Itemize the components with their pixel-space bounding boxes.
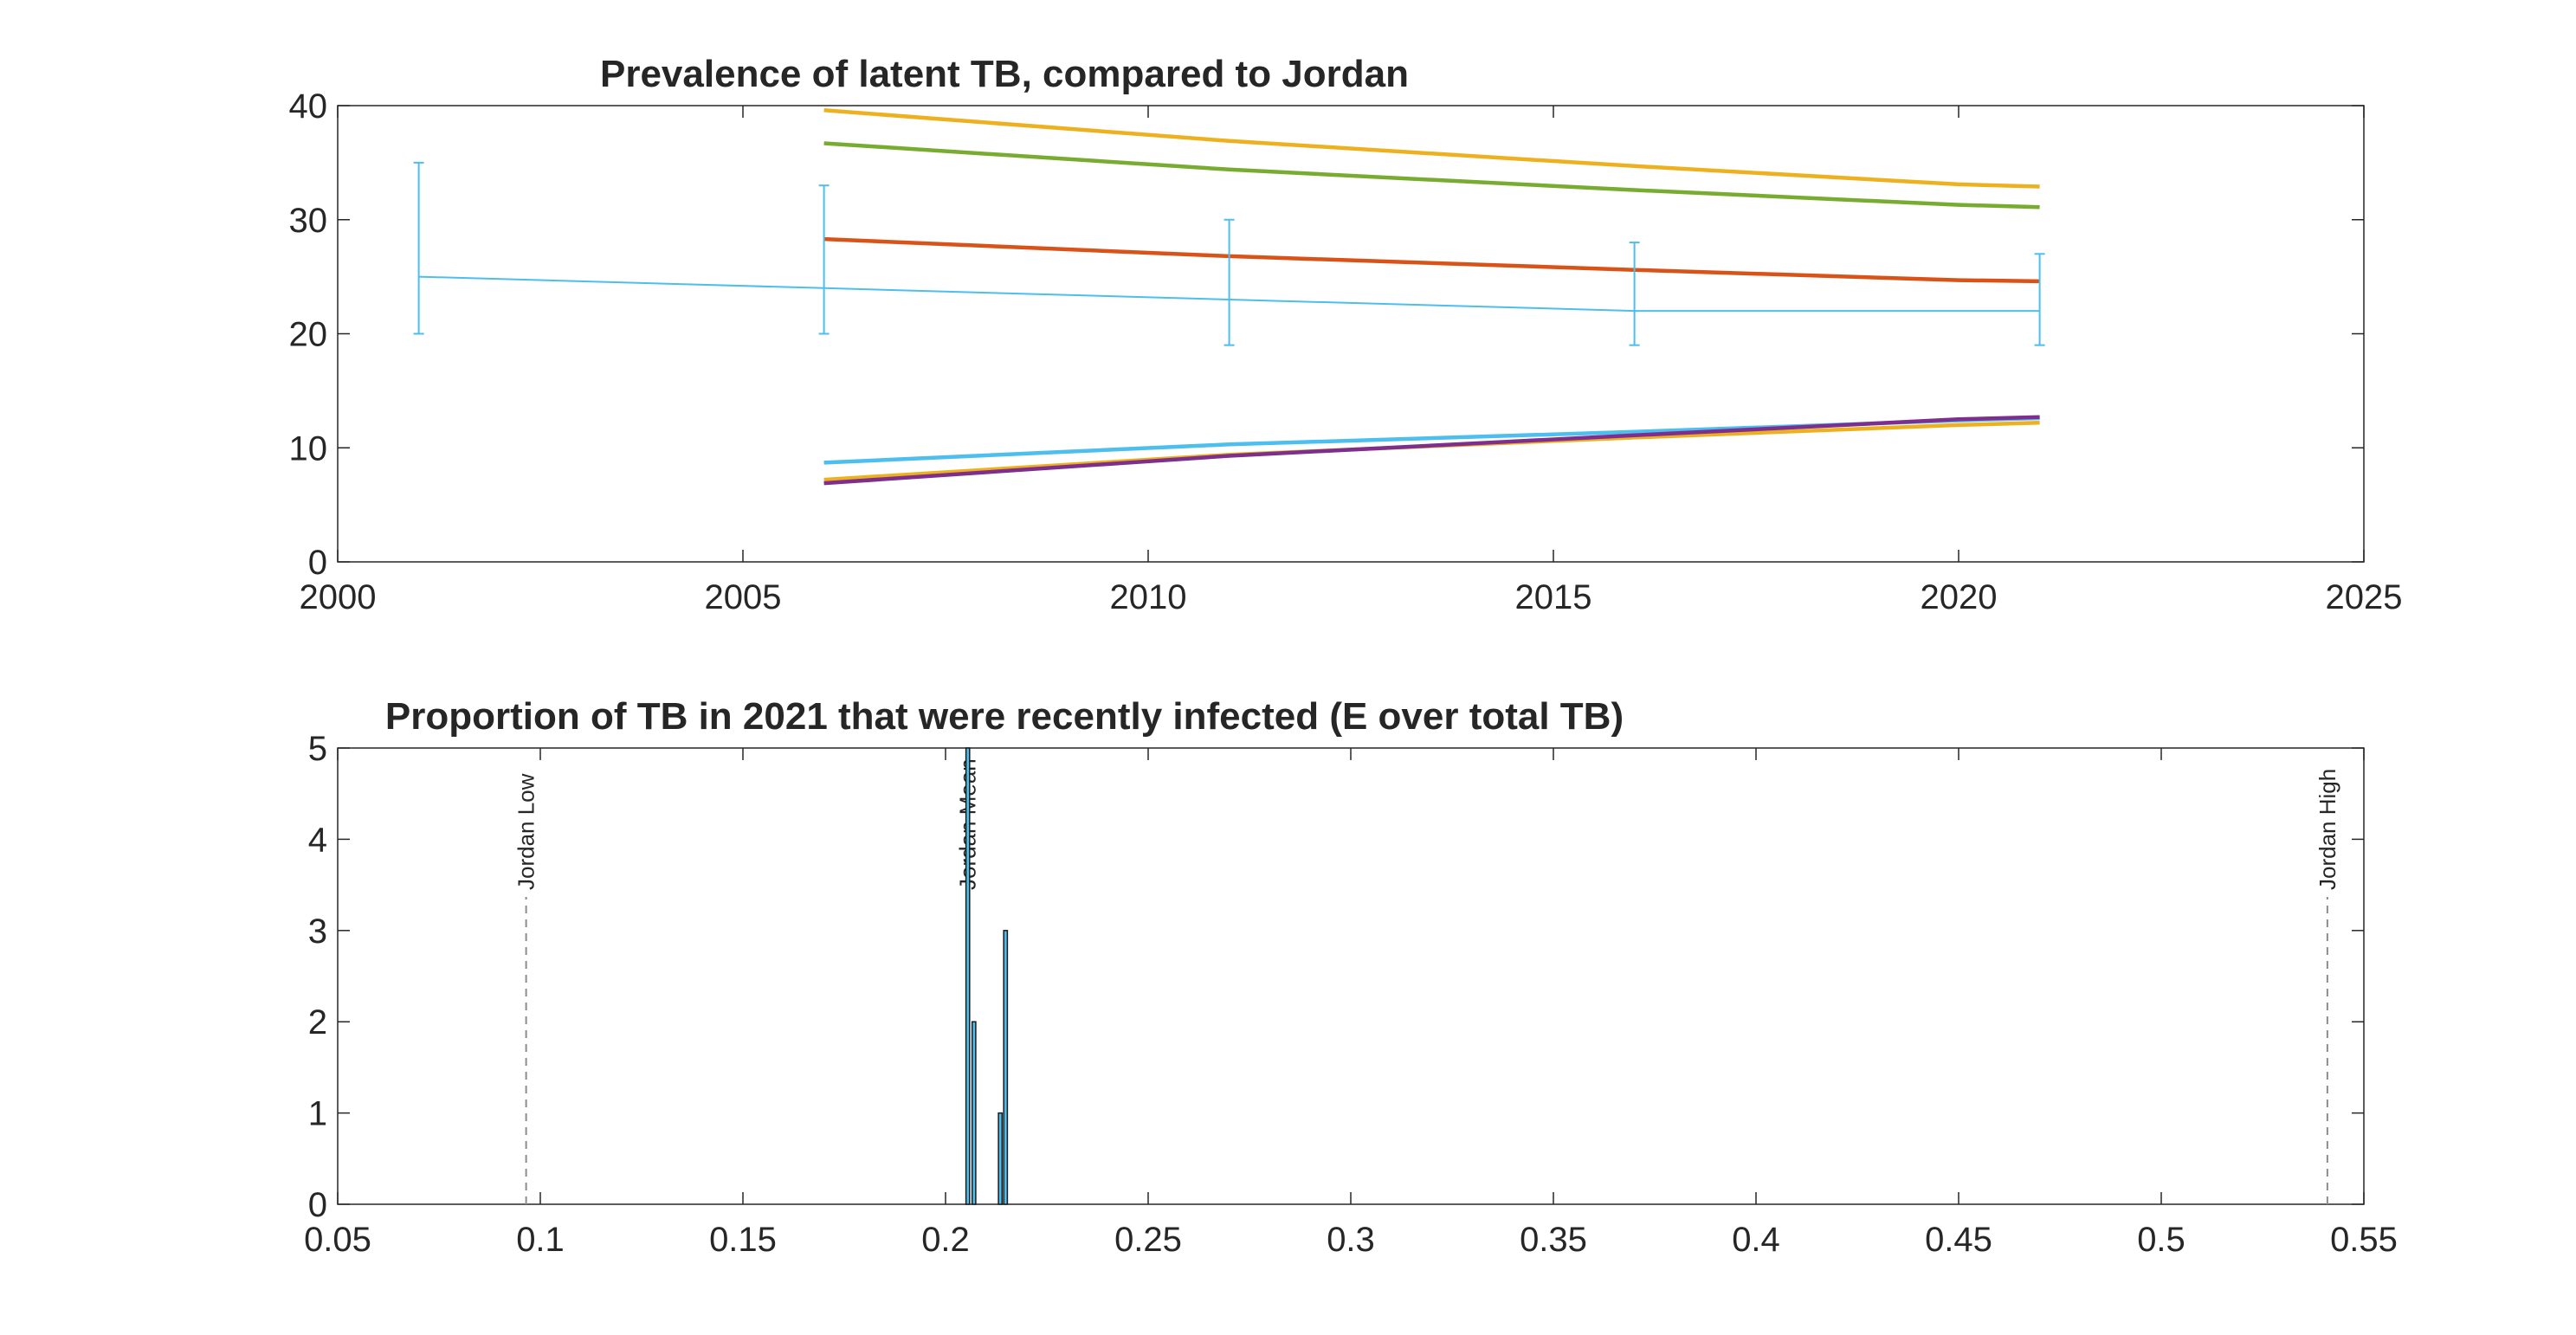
x-tick-label: 0.25 — [1114, 1221, 1182, 1259]
recent-infection-histogram: Proportion of TB in 2021 that were recen… — [304, 695, 2398, 1259]
plot1-title: Prevalence of latent TB, compared to Jor… — [600, 53, 1409, 95]
y-tick-label: 1 — [308, 1095, 327, 1133]
model-series-line-1 — [823, 108, 2040, 189]
x-tick-label: 0.2 — [921, 1221, 970, 1259]
y-tick-label: 0 — [308, 544, 327, 582]
x-tick-label: 2020 — [1921, 578, 1998, 616]
plot1-axes-box — [337, 105, 2365, 563]
jordan-high-label: Jordan High — [2315, 769, 2340, 890]
x-tick-label: 2000 — [300, 578, 377, 616]
x-tick-label: 0.55 — [2330, 1221, 2398, 1259]
x-tick-label: 0.3 — [1327, 1221, 1375, 1259]
x-tick-label: 2005 — [705, 578, 782, 616]
histogram-bar — [997, 1112, 1004, 1205]
x-tick-label: 0.35 — [1520, 1221, 1587, 1259]
plot2-bars — [965, 747, 1009, 1205]
y-tick-label: 2 — [308, 1003, 327, 1042]
x-tick-label: 0.05 — [304, 1221, 371, 1259]
y-tick-label: 30 — [289, 202, 328, 240]
jordan-low-label: Jordan Low — [513, 773, 539, 890]
y-tick-label: 0 — [308, 1186, 327, 1224]
x-tick-label: 0.45 — [1925, 1221, 1992, 1259]
x-tick-label: 0.4 — [1732, 1221, 1780, 1259]
plot2-axes-box — [337, 747, 2365, 1205]
y-tick-label: 40 — [289, 87, 328, 126]
x-tick-label: 2025 — [2326, 578, 2403, 616]
x-tick-label: 2010 — [1110, 578, 1187, 616]
histogram-bar — [971, 1021, 977, 1205]
x-tick-label: 0.1 — [516, 1221, 565, 1259]
y-tick-label: 5 — [308, 730, 327, 768]
histogram-bar — [1003, 930, 1009, 1205]
plot1-errorbars — [413, 161, 2045, 346]
latent-tb-prevalence-plot: Prevalence of latent TB, compared to Jor… — [289, 53, 2403, 616]
x-tick-label: 0.15 — [709, 1221, 777, 1259]
model-series-line-2 — [823, 141, 2040, 210]
plot2-title: Proportion of TB in 2021 that were recen… — [385, 695, 1624, 738]
histogram-bar — [965, 747, 971, 1205]
x-tick-label: 2015 — [1515, 578, 1592, 616]
y-tick-label: 10 — [289, 429, 328, 468]
y-tick-label: 4 — [308, 821, 327, 859]
plot1-series — [823, 108, 2040, 486]
x-tick-label: 0.5 — [2137, 1221, 2185, 1259]
plot2-ticks: 0.05 0.1 0.15 0.2 0.25 0.3 0.35 0.4 0.45 0.5 0.55 0… — [304, 730, 2398, 1259]
y-tick-label: 20 — [289, 316, 328, 354]
model-series-line-6 — [823, 415, 2040, 486]
plot1-ticks: 2000 2005 2010 2015 2020 2025 0 10 20 30 40 — [289, 87, 2403, 616]
y-tick-label: 3 — [308, 913, 327, 951]
